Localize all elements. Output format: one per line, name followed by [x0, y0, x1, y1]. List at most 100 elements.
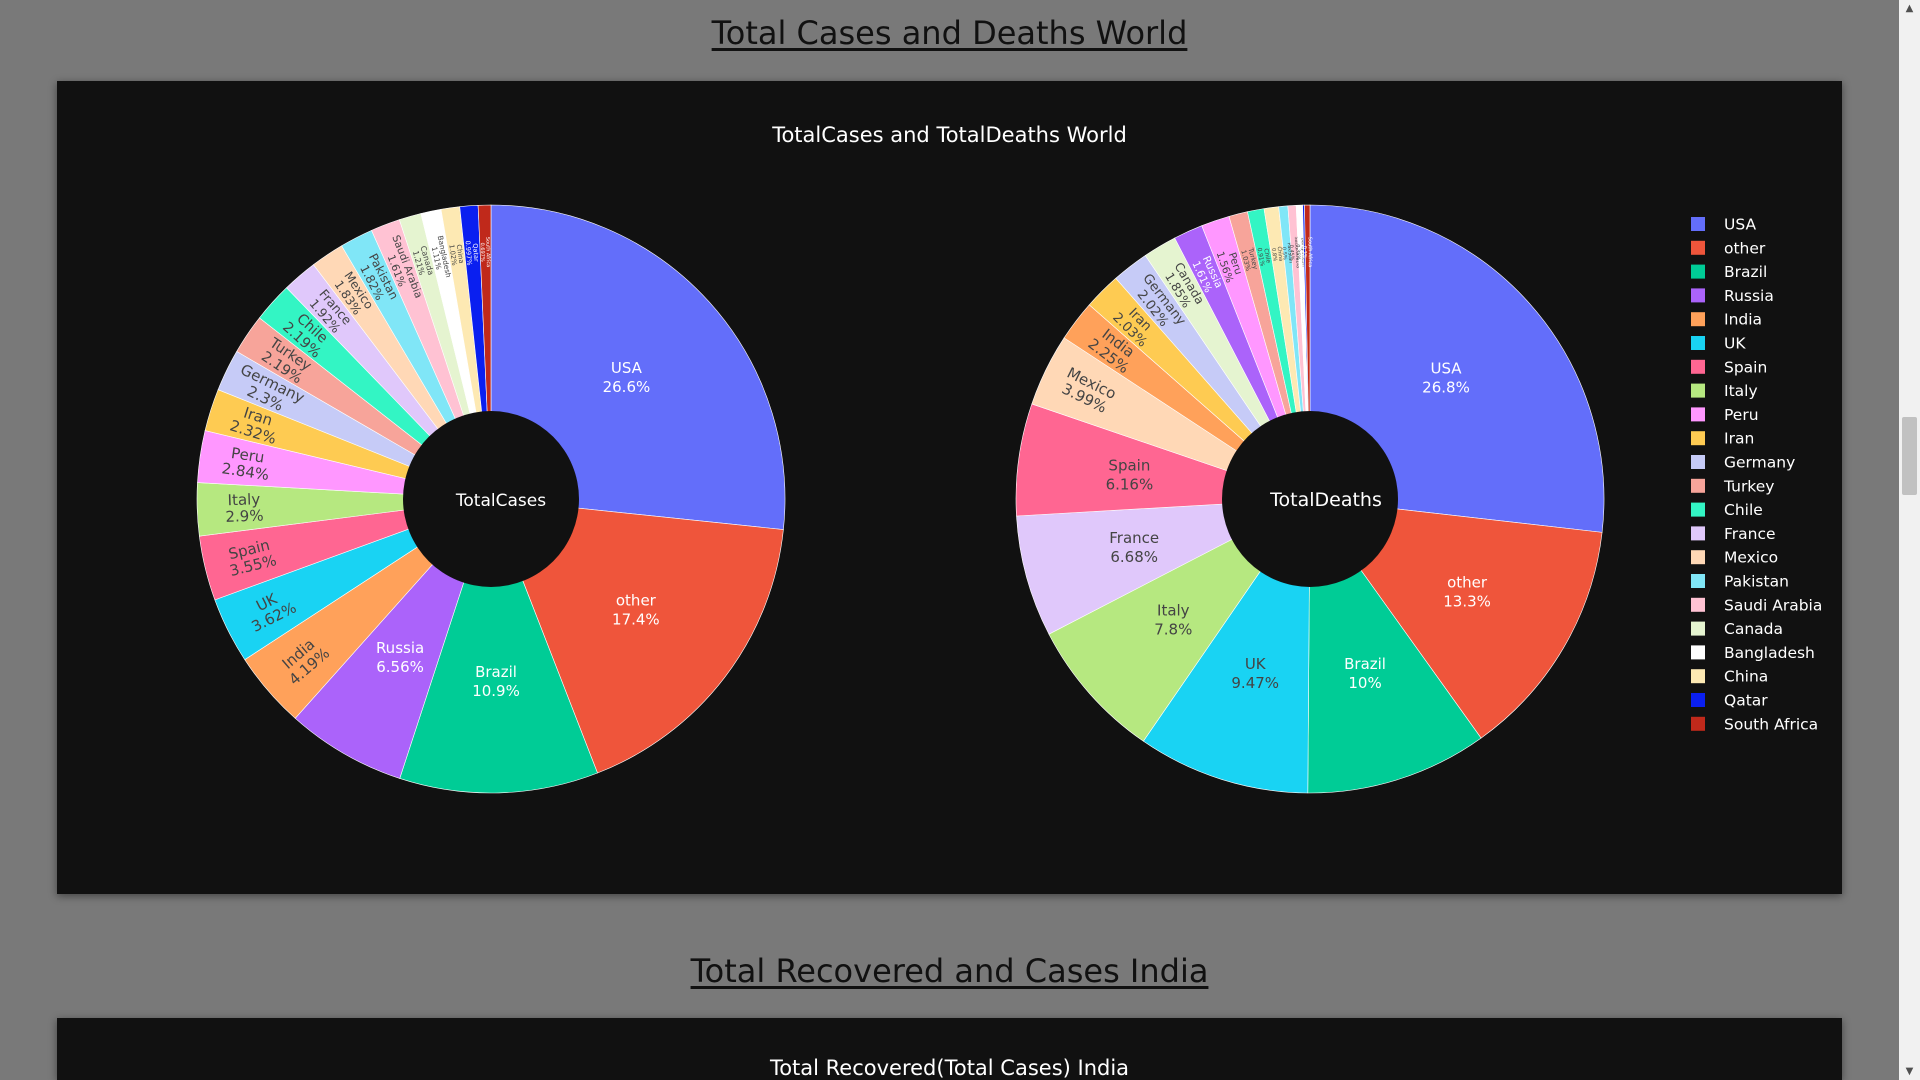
legend-label: France: [1724, 525, 1776, 543]
slice-label: Saudi Arabia0.45%: [1287, 236, 1300, 268]
legend-item-india[interactable]: India: [1691, 311, 1762, 329]
legend-label: Turkey: [1723, 477, 1774, 495]
slice-label: China0.8%: [1270, 246, 1284, 262]
legend-label: Qatar: [1724, 692, 1768, 710]
slice-label: Spain 6.16%: [1106, 456, 1154, 493]
pie-slice-usa[interactable]: [1309, 204, 1605, 533]
legend-label: Canada: [1724, 620, 1783, 638]
legend-item-brazil[interactable]: Brazil: [1691, 263, 1767, 281]
slice-label: South Africa0.3%: [1301, 237, 1313, 267]
pie-charts-svg: USA 26.6% other 17.4% Brazil 10.9% Russia 6.56%…: [196, 204, 1822, 794]
slice-label: Brazil 10%: [1344, 655, 1386, 692]
legend-swatch: [1691, 502, 1705, 517]
legend-label: Mexico: [1724, 549, 1778, 567]
slice-label: China1.02%: [447, 243, 465, 266]
legend-item-italy[interactable]: Italy: [1691, 382, 1758, 400]
legend-item-mexico[interactable]: Mexico: [1691, 549, 1778, 567]
slice-label: other 17.4%: [612, 592, 660, 629]
slice-label: Italy2.9%: [225, 490, 264, 526]
legend-label: UK: [1724, 335, 1746, 353]
slice-label: France 6.68%: [1109, 529, 1159, 566]
india-chart-panel: Total Recovered(Total Cases) India: [57, 1018, 1842, 1080]
legend-label: Saudi Arabia: [1724, 596, 1822, 614]
legend-swatch: [1691, 669, 1705, 684]
legend-item-china[interactable]: China: [1691, 668, 1768, 686]
legend-item-saudi-arabia[interactable]: Saudi Arabia: [1691, 596, 1822, 614]
legend-swatch: [1691, 359, 1705, 374]
legend-label: Brazil: [1724, 263, 1767, 281]
legend-item-chile[interactable]: Chile: [1691, 501, 1763, 519]
pie-totalcases: USA 26.6% other 17.4% Brazil 10.9% Russia 6.56%…: [196, 204, 786, 794]
legend-label: Bangladesh: [1724, 644, 1815, 662]
legend-item-usa[interactable]: USA: [1691, 216, 1756, 234]
slice-label: Russia 6.56%: [376, 639, 424, 676]
legend-swatch: [1691, 407, 1705, 422]
slice-label: Bangladesh0.35%: [1294, 237, 1307, 267]
legend-label: Spain: [1724, 358, 1767, 376]
legend-label: Russia: [1724, 287, 1774, 305]
section-heading-world: Total Cases and Deaths World: [711, 14, 1188, 52]
scroll-up-icon[interactable]: ▲: [1905, 3, 1914, 14]
pie-slice-brazil[interactable]: [399, 498, 598, 794]
legend-swatch: [1691, 526, 1705, 541]
pie-slice-other[interactable]: [1309, 498, 1603, 739]
legend-label: Pakistan: [1724, 573, 1789, 591]
slice-label: South Africa0.697%: [479, 237, 491, 268]
donut-hole: [403, 411, 579, 587]
world-pie-chart-panel: TotalCases and TotalDeaths World USA 26.6…: [57, 81, 1842, 894]
legend-swatch: [1691, 478, 1705, 493]
chart-title-india: Total Recovered(Total Cases) India: [769, 1056, 1130, 1080]
legend-item-south-africa[interactable]: South Africa: [1691, 715, 1818, 733]
legend-swatch: [1691, 597, 1705, 612]
legend-label: Germany: [1724, 454, 1795, 472]
pie-slice-other[interactable]: [490, 498, 784, 774]
legend-swatch: [1691, 621, 1705, 636]
center-label: TotalDeaths: [1269, 489, 1382, 511]
legend-item-uk[interactable]: UK: [1691, 335, 1746, 353]
legend-swatch: [1691, 240, 1705, 255]
slice-label: USA 26.8%: [1422, 360, 1470, 397]
scroll-thumb[interactable]: [1902, 417, 1917, 495]
legend-item-iran[interactable]: Iran: [1691, 430, 1754, 448]
legend-item-germany[interactable]: Germany: [1691, 454, 1795, 472]
legend-item-canada[interactable]: Canada: [1691, 620, 1783, 638]
legend-item-spain[interactable]: Spain: [1691, 358, 1767, 376]
legend: USA other Brazil Russia India UK Spain Italy Per…: [1691, 216, 1822, 733]
legend-swatch: [1691, 383, 1705, 398]
pie-totaldeaths: USA 26.8% other 13.3% Brazil 10% UK 9.47% Italy 7…: [1015, 204, 1605, 794]
legend-label: other: [1724, 239, 1766, 257]
legend-label: China: [1724, 668, 1768, 686]
legend-item-qatar[interactable]: Qatar: [1691, 692, 1768, 710]
pie-slice-usa[interactable]: [490, 204, 786, 530]
slice-label: other 13.3%: [1443, 573, 1491, 610]
slice-label: Pakistan0.5%: [1280, 242, 1293, 264]
legend-item-france[interactable]: France: [1691, 525, 1776, 543]
slice-label: USA 26.6%: [603, 359, 651, 396]
legend-item-peru[interactable]: Peru: [1691, 406, 1759, 424]
center-label: TotalCases: [455, 491, 546, 511]
section-heading-india: Total Recovered and Cases India: [690, 952, 1209, 990]
legend-label: Peru: [1724, 406, 1759, 424]
legend-label: USA: [1724, 216, 1756, 234]
legend-label: India: [1724, 311, 1762, 329]
legend-swatch: [1691, 264, 1705, 279]
slice-label: Italy 7.8%: [1154, 602, 1192, 639]
legend-swatch: [1691, 431, 1705, 446]
legend-swatch: [1691, 312, 1705, 327]
scroll-down-icon[interactable]: ▼: [1905, 1066, 1914, 1077]
pie-slice-italy[interactable]: [1048, 498, 1311, 742]
donut-hole: [1222, 411, 1398, 587]
legend-label: Iran: [1724, 430, 1754, 448]
legend-swatch: [1691, 288, 1705, 303]
legend-label: South Africa: [1724, 715, 1818, 733]
legend-label: Chile: [1724, 501, 1763, 519]
legend-item-other[interactable]: other: [1691, 239, 1766, 257]
page-scrollbar[interactable]: ▲ ▼: [1899, 0, 1920, 1080]
slice-label: Qatar0.997%: [464, 240, 481, 266]
legend-item-turkey[interactable]: Turkey: [1691, 477, 1774, 495]
legend-item-bangladesh[interactable]: Bangladesh: [1691, 644, 1815, 662]
legend-label: Italy: [1724, 382, 1758, 400]
legend-item-russia[interactable]: Russia: [1691, 287, 1774, 305]
legend-swatch: [1691, 336, 1705, 350]
legend-item-pakistan[interactable]: Pakistan: [1691, 573, 1789, 591]
